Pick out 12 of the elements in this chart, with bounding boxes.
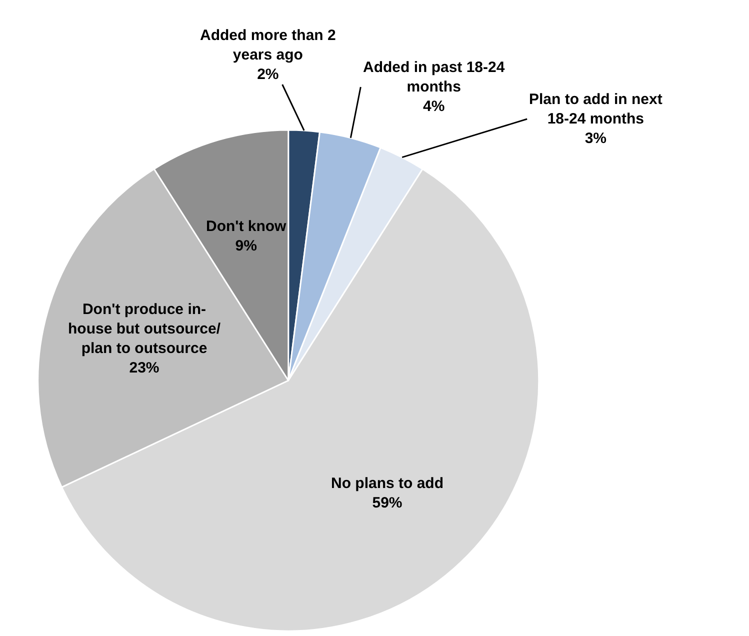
data-label: 3% — [584, 130, 607, 147]
data-label: 4% — [423, 98, 445, 115]
slice-label: No plans to add — [331, 475, 444, 492]
data-label: 2% — [257, 66, 279, 83]
slice-label: Plan to add in next 18-24 months — [529, 91, 662, 128]
slice-label: Don't produce in-house but outsource/ plan to outsource — [68, 301, 222, 357]
slice-label: Added in past 18-24 months — [363, 59, 506, 96]
slice-label: Added more than 2 years ago — [200, 27, 336, 64]
data-label: 23% — [129, 360, 160, 376]
slice-label: Don't know — [206, 218, 287, 235]
data-label: 59% — [372, 494, 402, 512]
data-label: 9% — [235, 238, 257, 254]
